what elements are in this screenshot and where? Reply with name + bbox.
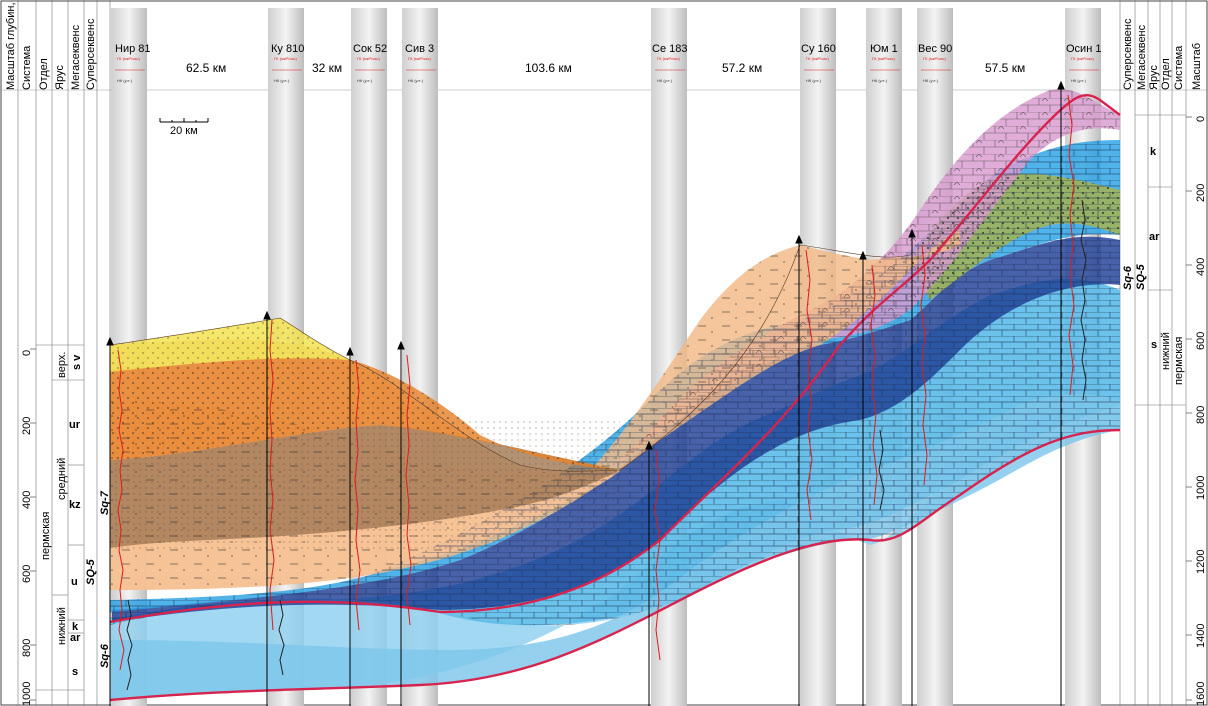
right-header-series: Отдел (1160, 58, 1172, 90)
log-header-gk-8: ГК (мкР/час) (923, 56, 947, 61)
scale-bar-label: 20 км (170, 125, 198, 137)
right-stage-k: k (1150, 146, 1157, 158)
left-depth-800: 800 (21, 639, 33, 657)
log-header-nk-8: НК (у.е.) (923, 78, 939, 83)
left-depth-400: 400 (21, 491, 33, 509)
right-depth-1400: 1400 (1195, 624, 1207, 648)
left-header-megaseq: Мегасеквенс (70, 24, 82, 90)
right-series: нижний (1160, 332, 1172, 370)
log-header-nk-5: НК (у.е.) (657, 78, 673, 83)
log-header-nk-6: НК (у.е.) (806, 78, 822, 83)
left-series-upper: верх. (56, 352, 68, 378)
left-header-superseq: Суперсеквенс (85, 18, 97, 90)
right-stage-ar: ar (1149, 231, 1160, 243)
right-megasequence: SQ-5 (1135, 263, 1147, 290)
right-depth-labels: 0 200 400 600 800 1000 1200 1400 1600 (1195, 116, 1207, 706)
log-header-nk-3: НК (у.е.) (357, 78, 373, 83)
log-header-gk-6: ГК (мкР/час) (806, 56, 830, 61)
right-depth-1000: 1000 (1195, 476, 1207, 500)
log-header-gk-5: ГК (мкР/час) (657, 56, 681, 61)
log-header-gk-9: ГК (мкР/час) (1071, 56, 1095, 61)
log-header-gk-7: ГК (мкР/час) (872, 56, 896, 61)
right-stage-s: s (1151, 339, 1157, 351)
right-depth-1600: 1600 (1195, 682, 1207, 706)
well-name-5: Се 183 (652, 43, 687, 55)
right-header-superseq: Суперсеквенс (1122, 18, 1134, 90)
well-name-7: Юм 1 (870, 43, 898, 55)
log-header-gk-3: ГК (мкР/час) (357, 56, 381, 61)
left-supersequence-6: Sq-6 (99, 643, 111, 668)
right-header-megaseq: Мегасеквенс (1136, 24, 1148, 90)
left-supersequence-7: Sq-7 (99, 490, 111, 515)
right-depth-800: 800 (1195, 406, 1207, 424)
distance-2: 32 км (312, 61, 342, 75)
right-depth-600: 600 (1195, 332, 1207, 350)
log-header-nk-9: НК (у.е.) (1071, 78, 1087, 83)
log-header-gk-1: ГК (мкР/час) (117, 56, 141, 61)
well-names: Нир 81 Ку 810 Сок 52 Сив 3 Се 183 Су 160… (115, 43, 1101, 55)
left-series-lower: нижний (56, 607, 68, 645)
left-stage-sv: s v (71, 354, 83, 370)
log-header-nk-4: НК (у.е.) (408, 78, 424, 83)
right-supersequence: Sq-6 (1122, 265, 1134, 290)
texture-overlays (110, 89, 1120, 625)
left-header-series: Отдел (38, 58, 50, 90)
left-depth-0: 0 (21, 350, 33, 356)
left-system: пермская (40, 512, 52, 560)
log-header-nk-1: НК (у.е.) (117, 78, 133, 83)
left-header-stage: Ярус (54, 65, 66, 90)
right-system: пермская (1173, 337, 1185, 385)
right-stratigraphy: Sq-6 SQ-5 k ar s нижний пермская (1122, 146, 1185, 385)
log-header-nk-2: НК (у.е.) (274, 78, 290, 83)
distance-3: 103.6 км (525, 61, 572, 75)
distance-5: 57.5 км (985, 61, 1025, 75)
left-series-middle: средний (56, 458, 68, 500)
right-header: Суперсеквенс Мегасеквенс Ярус Отдел Сист… (1122, 18, 1203, 90)
distance-4: 57.2 км (722, 61, 762, 75)
left-megasequence: SQ-5 (85, 558, 97, 585)
left-header-system: Система (21, 45, 33, 90)
left-stratigraphy: пермская верх. средний нижний s v ur kz … (40, 352, 111, 678)
left-stage-ur: ur (69, 419, 81, 431)
right-depth-400: 400 (1195, 258, 1207, 276)
log-header-gk-4: ГК (мкР/час) (408, 56, 432, 61)
right-header-stage: Ярус (1148, 65, 1160, 90)
right-depth-ticks (1186, 117, 1192, 700)
well-name-4: Сив 3 (405, 43, 434, 55)
right-depth-0: 0 (1195, 116, 1207, 122)
left-depth-labels: 0 200 400 600 800 1000 (21, 350, 33, 706)
well-name-2: Ку 810 (271, 43, 304, 55)
left-header-depth: Масштаб глубин, м (5, 0, 17, 90)
log-header-nk-7: НК (у.е.) (872, 78, 888, 83)
left-depth-200: 200 (21, 417, 33, 435)
left-stage-kz: kz (69, 499, 81, 511)
well-name-9: Осин 1 (1066, 43, 1101, 55)
well-name-6: Су 160 (801, 43, 836, 55)
well-name-3: Сок 52 (353, 43, 387, 55)
right-depth-1200: 1200 (1195, 550, 1207, 574)
left-depth-1000: 1000 (21, 682, 33, 706)
right-depth-200: 200 (1195, 184, 1207, 202)
right-header-system: Система (1173, 45, 1185, 90)
left-depth-600: 600 (21, 565, 33, 583)
scale-bar (160, 118, 208, 122)
log-header-gk-2: ГК (мкР/час) (274, 56, 298, 61)
left-stage-s: s (72, 666, 78, 678)
well-name-1: Нир 81 (115, 43, 151, 55)
right-header-scale: Масштаб (1191, 43, 1203, 90)
distance-1: 62.5 км (186, 61, 226, 75)
well-name-8: Вес 90 (918, 43, 952, 55)
left-header: Масштаб глубин, м Система Отдел Ярус Мег… (5, 0, 97, 90)
left-stage-u: u (71, 576, 78, 588)
left-stage-ar: ar (70, 632, 81, 644)
